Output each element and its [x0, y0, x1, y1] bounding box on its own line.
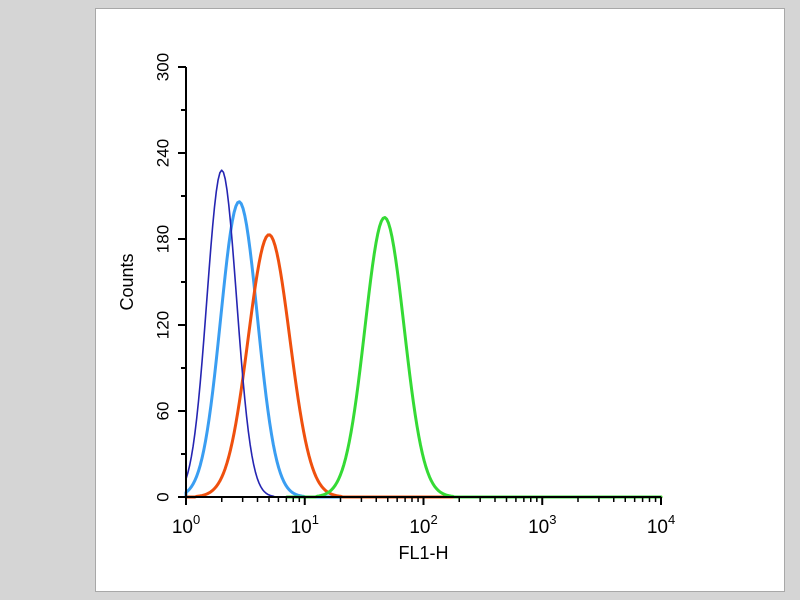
x-tick-label: 103 [528, 512, 556, 538]
x-tick-label: 101 [291, 512, 319, 538]
y-axis-ticks: 0 60 120 180 240 300 [153, 53, 186, 502]
curve-green [285, 216, 663, 499]
y-tick-label: 300 [153, 53, 172, 81]
y-tick-label: 120 [153, 311, 172, 339]
y-axis-label: Counts [117, 253, 137, 310]
y-tick-label: 0 [153, 492, 172, 501]
y-tick-label: 240 [153, 139, 172, 167]
x-axis-ticks: 100 101 102 103 104 [172, 497, 675, 538]
x-tick-label: 100 [172, 512, 200, 538]
figure-panel: 0 60 120 180 240 300 100 101 102 103 104 FL1-H Count… [95, 8, 785, 592]
flow-cytometry-chart: 0 60 120 180 240 300 100 101 102 103 104 FL1-H Count… [117, 53, 675, 563]
x-tick-label: 104 [647, 512, 675, 538]
curves [184, 169, 663, 499]
x-axis-label: FL1-H [398, 543, 448, 563]
x-tick-label: 102 [409, 512, 437, 538]
y-tick-label: 60 [153, 402, 172, 421]
y-tick-label: 180 [153, 225, 172, 253]
